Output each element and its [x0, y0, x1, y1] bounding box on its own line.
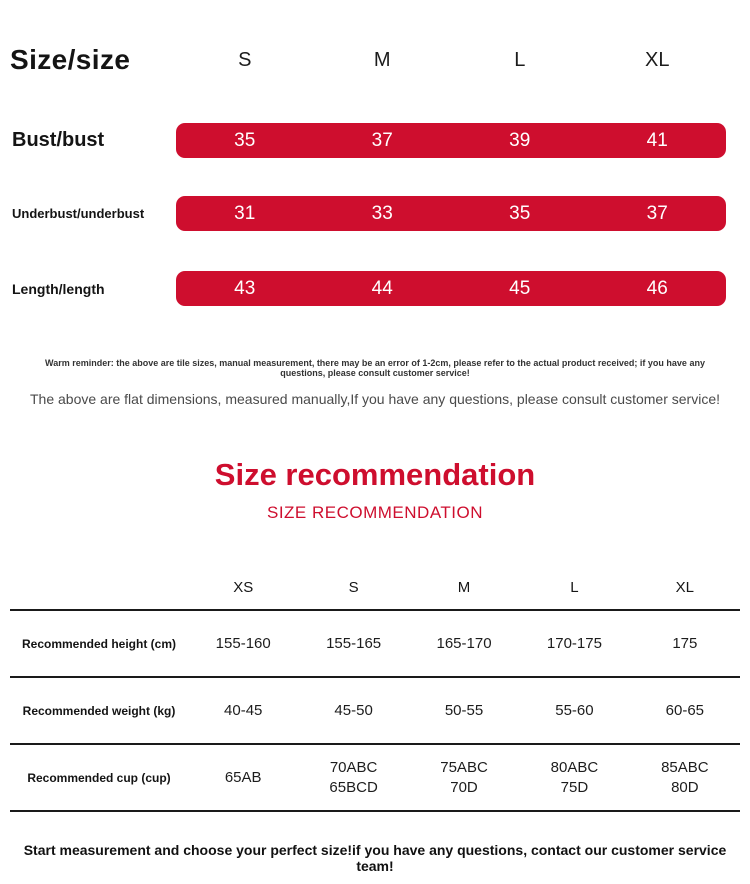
- underbust-value-l: 35: [509, 202, 531, 224]
- size-column-s: S: [238, 48, 252, 71]
- bust-value-s: 35: [234, 129, 256, 151]
- underbust-value-bar: 31 33 35 37: [176, 196, 726, 231]
- height-value-xl: 175: [672, 634, 698, 652]
- warm-reminder-text: Warm reminder: the above are tile sizes,…: [45, 358, 705, 378]
- cup-value-s: 70ABC 65BCD: [329, 759, 378, 796]
- size-column-headers: S M L XL: [176, 49, 750, 72]
- height-value-s: 155-165: [326, 634, 382, 652]
- cup-value-xs: 65AB: [224, 768, 262, 786]
- cup-value-l: 80ABC 75D: [550, 759, 599, 796]
- rec-column-m: M: [457, 578, 471, 596]
- flat-size-table: Size/size S M L XL Bust/bust 35 37 39 41…: [0, 0, 750, 407]
- recommendation-table: XS S M L XL Recommended height (cm) 155-…: [10, 566, 740, 812]
- row-label-length: Length/length: [12, 280, 105, 297]
- row-label-height: Recommended height (cm): [21, 636, 177, 651]
- table-row: Recommended weight (kg) 40-45 45-50 50-5…: [10, 678, 740, 745]
- footer-note: Start measurement and choose your perfec…: [23, 842, 727, 874]
- bust-value-l: 39: [509, 129, 531, 151]
- cup-value-xl: 85ABC 80D: [661, 759, 709, 796]
- table-row: Underbust/underbust 31 33 35 37: [0, 196, 750, 231]
- rec-column-xl: XL: [675, 578, 694, 596]
- recommendation-subtitle: SIZE RECOMMENDATION: [266, 503, 484, 522]
- length-value-bar: 43 44 45 46: [176, 271, 726, 306]
- height-value-m: 165-170: [436, 634, 492, 652]
- row-label-underbust: Underbust/underbust: [12, 206, 145, 221]
- measurement-note-text: The above are flat dimensions, measured …: [30, 391, 720, 407]
- weight-value-s: 45-50: [334, 701, 373, 719]
- size-table-header-row: Size/size S M L XL: [0, 44, 750, 76]
- row-label-bust: Bust/bust: [12, 129, 105, 151]
- table-row: Length/length 43 44 45 46: [0, 271, 750, 306]
- rec-column-l: L: [570, 578, 579, 596]
- rec-column-s: S: [348, 578, 359, 596]
- recommendation-title: Size recommendation: [214, 457, 536, 492]
- length-value-l: 45: [509, 277, 531, 299]
- bust-value-bar: 35 37 39 41: [176, 123, 726, 158]
- length-value-s: 43: [234, 277, 256, 299]
- weight-value-xl: 60-65: [665, 701, 705, 719]
- size-column-m: M: [373, 48, 391, 71]
- underbust-value-s: 31: [234, 202, 256, 224]
- length-value-m: 44: [371, 277, 393, 299]
- rec-column-xs: XS: [233, 578, 254, 596]
- size-column-l: L: [514, 48, 526, 71]
- height-value-xs: 155-160: [215, 634, 271, 652]
- bust-value-xl: 41: [646, 129, 668, 151]
- underbust-value-xl: 37: [646, 202, 668, 224]
- table-row: Recommended cup (cup) 65AB 70ABC 65BCD 7…: [10, 745, 740, 812]
- size-recommendation-section: Size recommendation SIZE RECOMMENDATION …: [0, 457, 750, 812]
- size-column-xl: XL: [645, 48, 670, 71]
- weight-value-m: 50-55: [444, 701, 484, 719]
- row-label-weight: Recommended weight (kg): [22, 703, 176, 718]
- underbust-value-m: 33: [371, 202, 393, 224]
- size-table-title: Size/size: [10, 44, 131, 75]
- row-label-cup: Recommended cup (cup): [27, 770, 171, 785]
- height-value-l: 170-175: [546, 634, 602, 652]
- table-row: Recommended height (cm) 155-160 155-165 …: [10, 611, 740, 678]
- table-row: Bust/bust 35 37 39 41: [0, 123, 750, 158]
- weight-value-xs: 40-45: [224, 701, 263, 719]
- weight-value-l: 55-60: [555, 701, 594, 719]
- cup-value-m: 75ABC 70D: [440, 759, 488, 796]
- bust-value-m: 37: [371, 129, 393, 151]
- length-value-xl: 46: [646, 277, 668, 299]
- recommendation-header-row: XS S M L XL: [10, 566, 740, 611]
